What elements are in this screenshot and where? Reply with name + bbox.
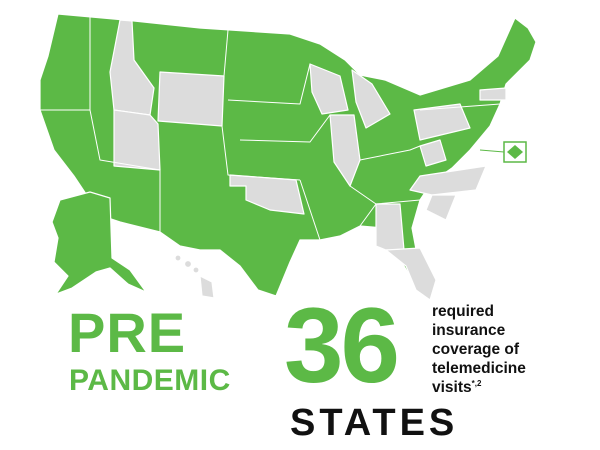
state-west-virginia [419,139,447,167]
state-illinois [329,114,361,187]
desc-line-last: visits*,2 [432,378,526,397]
state-hawaii [174,254,215,299]
state-pennsylvania [413,103,471,141]
state-idaho [109,19,155,116]
headline-pre: PRE [68,301,187,364]
state-alabama [375,203,405,251]
desc-line: insurance [432,322,506,339]
state-north-carolina [409,165,487,196]
state-alaska [51,191,147,295]
stat-value: 36 [284,285,400,405]
headline-pandemic: PANDEMIC [69,364,231,397]
footnote-marker: *,2 [471,378,482,388]
state-florida [385,247,437,300]
dc-callout-line [479,149,505,153]
state-michigan [351,69,391,129]
us-map [39,13,537,300]
dc-inset-shape [507,145,523,159]
desc-line: required [432,303,495,320]
state-south-carolina [425,194,457,221]
state-oklahoma [229,174,305,215]
desc-line: coverage of [432,341,520,358]
desc-line: telemedicine [432,360,526,377]
state-utah [113,109,161,171]
state-wyoming [157,71,225,127]
state-massachusetts [479,87,507,101]
desc-line: visits [432,379,472,396]
stat-description: required insurance coverage of telemedic… [432,302,526,397]
state-borders [40,15,501,241]
state-wisconsin [309,63,349,115]
stat-unit: STATES [290,402,459,444]
